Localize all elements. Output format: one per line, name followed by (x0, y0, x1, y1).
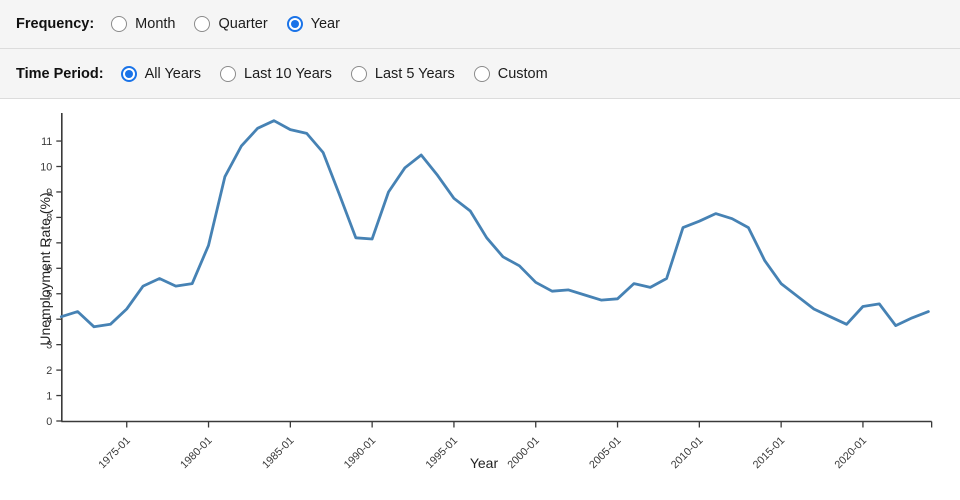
radio-selected-icon (120, 65, 137, 82)
radio-time-period-all-years[interactable]: All Years (120, 65, 201, 82)
radio-dot-icon (124, 69, 133, 78)
frequency-bar: Frequency: Month Quarter Year (0, 0, 960, 49)
y-tick-label: 5 (46, 289, 52, 301)
time-period-radio-group: All Years Last 10 Years Last 5 Years Custom (120, 65, 548, 82)
y-tick-label: 7 (46, 238, 52, 250)
radio-unselected-icon (111, 16, 128, 32)
chart-area: 0 1 2 3 4 5 6 7 8 9 10 11 1975-01 1980-01 1985-01 1990-… (0, 99, 960, 499)
x-tick-label: 2020-01 (833, 435, 870, 472)
x-axis-title: Year (470, 455, 499, 471)
y-tick-label: 2 (46, 365, 52, 377)
y-tick-label: 3 (46, 339, 52, 351)
radio-label: Last 10 Years (244, 65, 332, 82)
radio-frequency-quarter[interactable]: Quarter (194, 16, 268, 32)
radio-time-period-last-10-years[interactable]: Last 10 Years (220, 65, 332, 82)
y-tick-label: 1 (46, 390, 52, 402)
radio-frequency-month[interactable]: Month (111, 16, 175, 32)
y-tick-label: 4 (46, 314, 52, 326)
x-tick-label: 1975-01 (96, 435, 133, 472)
radio-time-period-last-5-years[interactable]: Last 5 Years (350, 65, 455, 82)
radio-unselected-icon (220, 65, 236, 82)
radio-selected-icon (286, 16, 303, 32)
x-tick-label: 1995-01 (424, 435, 461, 472)
radio-dot-icon (290, 20, 299, 28)
radio-label: All Years (144, 65, 201, 82)
radio-label: Year (310, 16, 340, 32)
radio-frequency-year[interactable]: Year (286, 16, 340, 32)
time-period-bar: Time Period: All Years Last 10 Years Last … (0, 49, 960, 99)
radio-time-period-custom[interactable]: Custom (473, 65, 548, 82)
x-tick-label: 2010-01 (669, 435, 706, 472)
x-tick-label: 2000-01 (505, 435, 542, 472)
radio-label: Quarter (218, 16, 268, 32)
y-tick-label: 6 (46, 263, 52, 275)
time-period-label: Time Period: (16, 65, 104, 82)
frequency-radio-group: Month Quarter Year (111, 16, 340, 32)
y-tick-label: 10 (40, 161, 52, 173)
y-axis-title: Unemployment Rate (%) (37, 192, 53, 345)
y-tick-label: 8 (46, 212, 52, 224)
x-tick-label: 2015-01 (751, 435, 788, 472)
x-tick-label: 1990-01 (342, 435, 379, 472)
line-chart-svg: 0 1 2 3 4 5 6 7 8 9 10 11 1975-01 1980-01 1985-01 1990-… (37, 113, 933, 472)
radio-unselected-icon (473, 65, 490, 82)
y-tick-label: 0 (46, 416, 52, 428)
x-tick-label: 1980-01 (178, 435, 215, 472)
unemployment-rate-line (59, 119, 930, 329)
y-tick-label: 9 (46, 187, 52, 199)
radio-label: Custom (497, 65, 548, 82)
radio-unselected-icon (350, 65, 367, 82)
x-tick-label: 1985-01 (260, 435, 297, 472)
radio-label: Last 5 Years (374, 65, 455, 82)
radio-unselected-icon (194, 16, 211, 32)
x-tick-label: 2005-01 (587, 435, 624, 472)
radio-label: Month (135, 16, 176, 32)
y-tick-label: 11 (41, 136, 52, 148)
frequency-label: Frequency: (16, 16, 95, 32)
